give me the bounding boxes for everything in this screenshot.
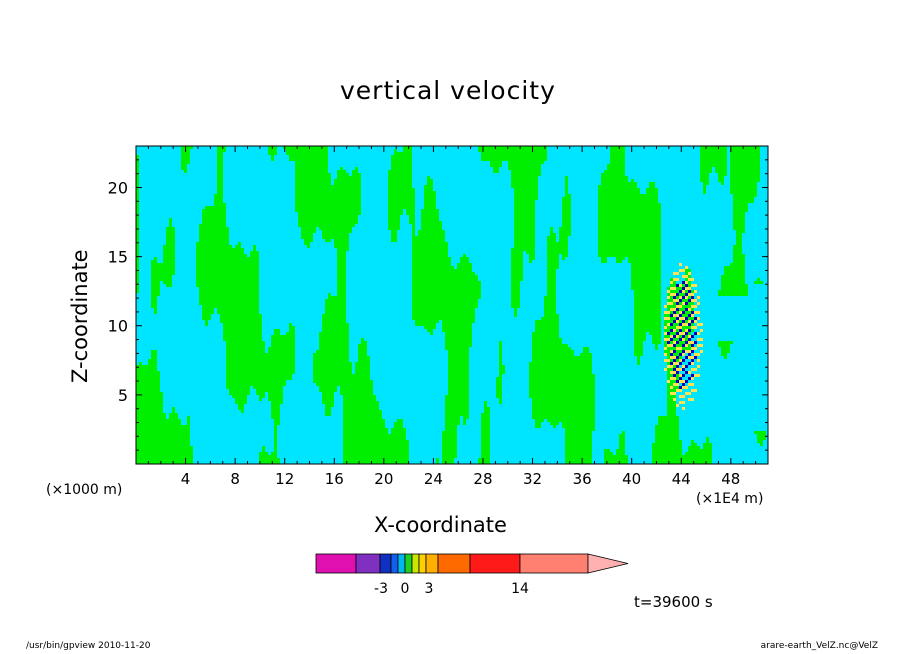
colorbar-segment (390, 553, 399, 574)
colorbar-segment (411, 553, 420, 574)
x-tick-label: 4 (181, 470, 191, 488)
colorbar-label: -3 (374, 581, 388, 597)
plot-frame (135, 145, 769, 465)
x-axis: 4 8 12 16 20 24 28 32 36 40 44 48 (147, 146, 757, 488)
strong-downdraft-region (667, 281, 697, 389)
x-tick-label: 32 (523, 470, 542, 488)
colorbar-label: 3 (425, 581, 434, 597)
x-tick-label: 48 (721, 470, 740, 488)
velocity-field (136, 146, 768, 464)
x-tick-label: 36 (573, 470, 592, 488)
x-unit-right: (×1E4 m) (696, 491, 764, 507)
x-axis-label: X-coordinate (374, 513, 507, 537)
x-tick-label: 8 (230, 470, 240, 488)
time-label: t=39600 s (634, 593, 713, 611)
x-tick-label: 44 (672, 470, 691, 488)
footer-right: arare-earth_VelZ.nc@VelZ (760, 641, 878, 651)
footer-left: /usr/bin/gpview 2010-11-20 (26, 641, 151, 651)
x-tick-label: 16 (325, 470, 344, 488)
colorbar-extension-arrow (587, 553, 629, 574)
x-tick-label: 28 (473, 470, 492, 488)
colorbar: -3 0 3 14 (315, 553, 629, 597)
x-tick-label: 20 (374, 470, 393, 488)
x-tick-label: 12 (275, 470, 294, 488)
strong-updraft-region (664, 263, 703, 410)
y-tick-label: 5 (118, 386, 128, 405)
chart-title: vertical velocity (340, 76, 556, 105)
y-tick-label: 10 (108, 317, 128, 336)
colorbar-segment (437, 553, 471, 574)
colorbar-segment (425, 553, 439, 574)
y-tick-label: 20 (108, 178, 128, 197)
updraft-region (136, 146, 766, 464)
x-tick-label: 24 (424, 470, 443, 488)
colorbar-segment (315, 553, 357, 574)
y-tick-label: 15 (108, 248, 128, 267)
colorbar-segment (397, 553, 406, 574)
x-tick-label: 40 (622, 470, 641, 488)
colorbar-segment (519, 553, 589, 574)
x-unit-left: (×1000 m) (46, 482, 123, 498)
colorbar-label: 0 (401, 581, 410, 597)
colorbar-segment (355, 553, 381, 574)
y-axis-label: Z-coordinate (68, 249, 92, 383)
colorbar-segment (469, 553, 521, 574)
colorbar-segment (418, 553, 427, 574)
colorbar-segment (379, 553, 392, 574)
colorbar-segment (404, 553, 413, 574)
y-axis: 5 10 15 20 (108, 159, 768, 451)
colorbar-label: 14 (511, 581, 529, 597)
